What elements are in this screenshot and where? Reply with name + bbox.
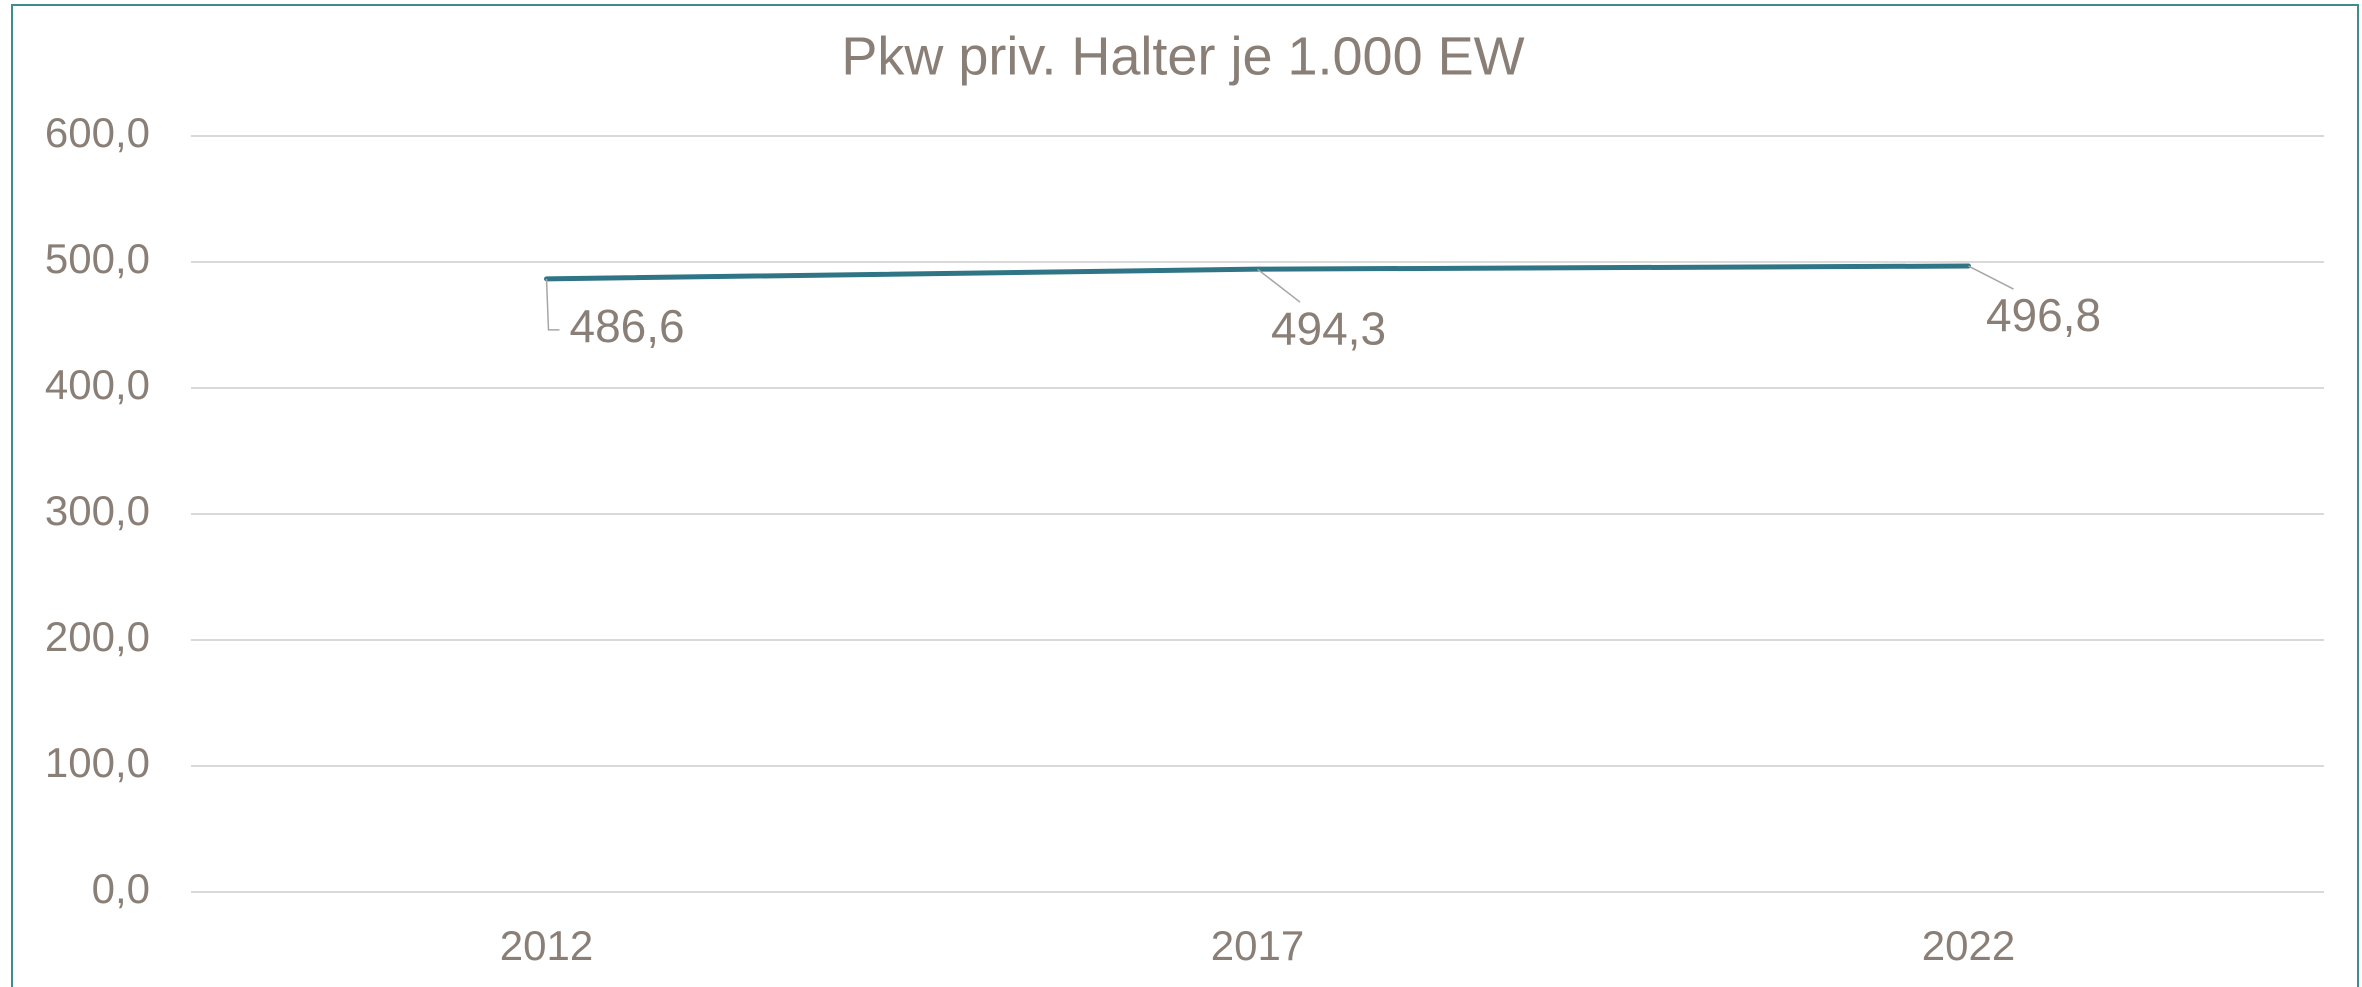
line-series bbox=[544, 263, 1971, 282]
y-tick-label: 400,0 bbox=[45, 361, 150, 408]
chart-title: Pkw priv. Halter je 1.000 EW bbox=[841, 26, 1524, 86]
leader-line bbox=[1257, 268, 1301, 303]
x-tick-label: 2022 bbox=[1922, 922, 2015, 969]
y-tick-label: 600,0 bbox=[45, 109, 150, 156]
leader-line bbox=[1968, 265, 2014, 290]
y-tick-label: 100,0 bbox=[45, 739, 150, 786]
y-tick-label: 0,0 bbox=[92, 865, 150, 912]
chart-frame bbox=[11, 4, 2359, 987]
y-tick-label: 500,0 bbox=[45, 235, 150, 282]
data-label: 494,3 bbox=[1271, 302, 1386, 354]
x-tick-label: 2012 bbox=[500, 922, 593, 969]
data-label: 496,8 bbox=[1986, 289, 2101, 341]
data-label: 486,6 bbox=[570, 300, 685, 352]
y-tick-label: 300,0 bbox=[45, 487, 150, 534]
leader-line bbox=[545, 278, 560, 331]
x-tick-label: 2017 bbox=[1211, 922, 1304, 969]
y-tick-label: 200,0 bbox=[45, 613, 150, 660]
